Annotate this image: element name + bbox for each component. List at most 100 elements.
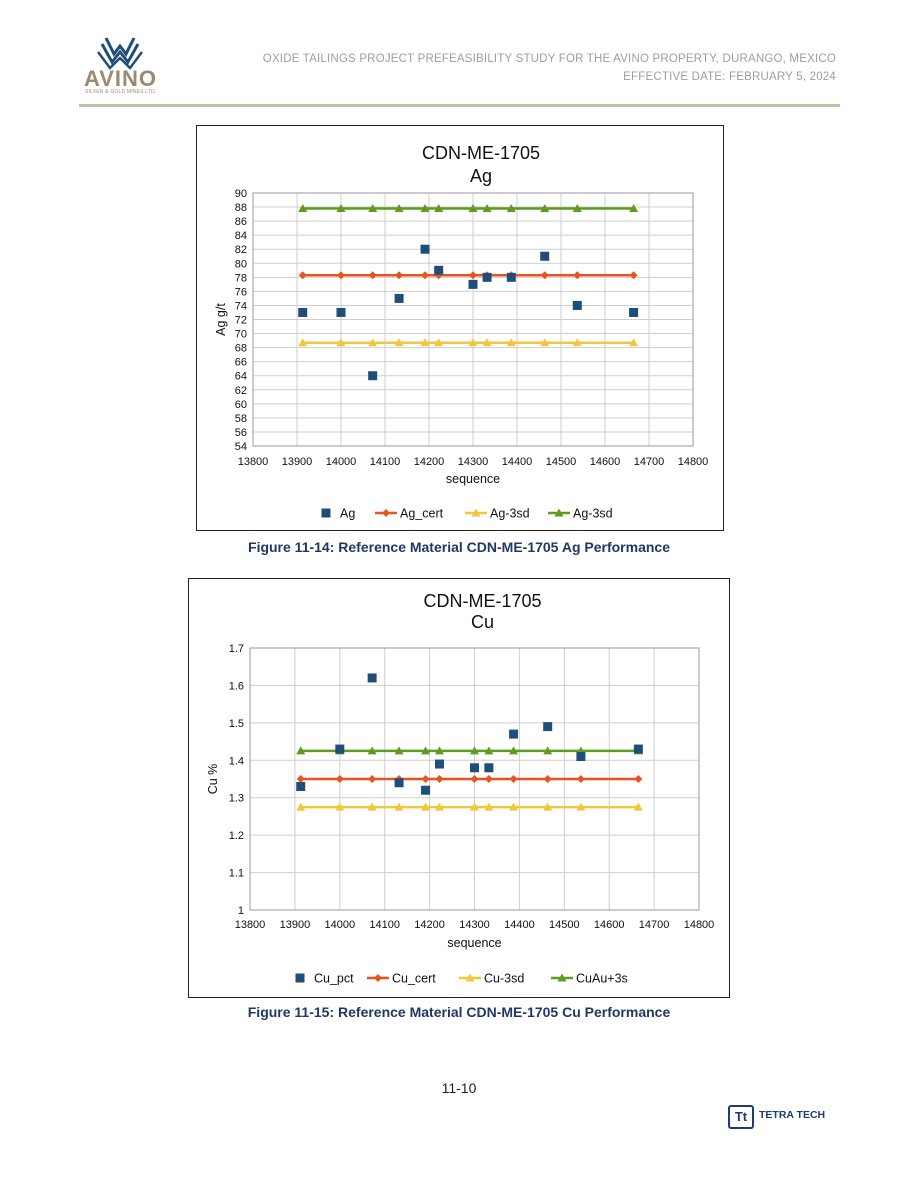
x-tick-label: 14200 (414, 456, 445, 468)
chart-title: CDN-ME-1705 (423, 591, 541, 611)
plot-area (252, 192, 694, 447)
legend-item: Ag-3sd (548, 507, 613, 521)
x-axis-label: sequence (446, 472, 500, 486)
data-point (421, 775, 430, 783)
data-point (572, 300, 582, 310)
data-point (394, 746, 404, 755)
x-tick-label: 14700 (634, 456, 665, 468)
data-point (506, 338, 516, 347)
page-number: 11-10 (441, 1080, 477, 1096)
y-tick-label: 64 (235, 371, 247, 383)
data-point (540, 338, 550, 347)
data-point (506, 203, 516, 212)
data-point (367, 746, 377, 755)
legend-marker (382, 509, 390, 517)
data-point (484, 746, 494, 755)
data-point (484, 763, 494, 773)
legend-item: Ag_cert (375, 507, 444, 521)
plot-grid (252, 192, 694, 447)
data-point (420, 244, 430, 254)
data-point (421, 785, 431, 795)
data-point (394, 293, 404, 303)
x-tick-label: 14600 (594, 919, 625, 931)
legend-marker (465, 973, 475, 982)
data-point (298, 203, 308, 212)
data-point (540, 271, 549, 280)
series-Cu_cert (296, 775, 643, 783)
series-Ag_cert (298, 271, 638, 280)
data-point (540, 251, 550, 261)
y-axis-label: Cu % (206, 764, 220, 795)
y-axis-label: Ag g/t (214, 303, 228, 336)
data-point (368, 203, 378, 212)
y-tick-label: 80 (235, 258, 247, 270)
data-point (470, 802, 479, 811)
data-point (629, 203, 639, 212)
tetra-tech-mark-icon: Tt (728, 1105, 754, 1129)
legend-label: Ag-3sd (490, 507, 530, 521)
y-tick-label: 66 (235, 357, 247, 369)
x-tick-label: 13800 (238, 456, 269, 468)
data-point (573, 271, 582, 280)
data-point (335, 775, 344, 783)
data-point (543, 802, 553, 811)
legend-marker (321, 508, 331, 518)
legend-marker (557, 973, 567, 982)
y-tick-label: 1.5 (229, 718, 244, 730)
data-point (434, 338, 444, 347)
chart-subtitle: Cu (471, 612, 494, 632)
x-tick-label: 14000 (326, 456, 357, 468)
ag-chart-frame: CDN-ME-1705 Ag 13800 13900 14000 14100 14200 14… (196, 125, 724, 531)
chart-legend: Ag Ag_cert Ag-3sd Ag-3sd (321, 507, 613, 521)
data-point (468, 203, 478, 212)
series-CuAu+3s (296, 746, 643, 755)
figure-caption-cu: Figure 11-15: Reference Material CDN-ME-… (247, 1004, 671, 1020)
data-point (335, 744, 345, 754)
data-point (543, 746, 553, 755)
data-point (368, 338, 378, 347)
avino-logo-mark-icon (97, 37, 143, 70)
data-point (421, 802, 431, 811)
data-point (482, 272, 492, 282)
data-point (394, 802, 404, 811)
document-title: OXIDE TAILINGS PROJECT PREFEASIBILITY ST… (262, 53, 836, 65)
data-point (468, 338, 478, 347)
data-point (296, 802, 306, 811)
plot-area (249, 647, 700, 911)
data-point (572, 203, 582, 212)
chart-legend: Cu_pct Cu_cert Cu-3sd CuAu+3s (295, 972, 628, 986)
x-tick-label: 13900 (280, 919, 311, 931)
legend-label: Cu_cert (392, 972, 436, 986)
y-tick-label: 60 (235, 399, 247, 411)
data-point (368, 271, 377, 280)
data-point (435, 775, 444, 783)
legend-marker (471, 508, 481, 517)
ag-performance-chart: CDN-ME-1705 Ag 13800 13900 14000 14100 14200 14… (214, 143, 709, 521)
data-point (395, 271, 404, 280)
data-point (296, 775, 305, 783)
data-point (576, 752, 586, 762)
data-point (633, 744, 643, 754)
x-tick-label: 14800 (678, 456, 709, 468)
x-tick-label: 13900 (282, 456, 313, 468)
x-tick-label: 14700 (639, 919, 670, 931)
y-tick-label: 68 (235, 343, 247, 355)
effective-date: EFFECTIVE DATE: FEBRUARY 5, 2024 (623, 71, 836, 83)
cu-chart-frame: CDN-ME-1705 Cu 13800 13900 14000 14100 14200 14… (188, 578, 730, 998)
data-point (543, 775, 552, 783)
data-point (509, 729, 519, 739)
y-tick-label: 88 (235, 202, 247, 214)
data-point (576, 775, 585, 783)
data-point (298, 271, 307, 280)
legend-item: Cu-3sd (459, 972, 524, 986)
data-point (368, 371, 378, 381)
y-tick-label: 1 (238, 905, 244, 917)
logo-subtext: SILVER & GOLD MINES LTD. (85, 89, 157, 95)
y-tick-label: 90 (235, 188, 247, 200)
data-point (394, 203, 404, 212)
x-tick-label: 14200 (414, 919, 445, 931)
y-tick-label: 1.6 (229, 680, 244, 692)
avino-logo (84, 36, 156, 98)
data-point (367, 673, 377, 683)
y-tick-label: 56 (235, 427, 247, 439)
